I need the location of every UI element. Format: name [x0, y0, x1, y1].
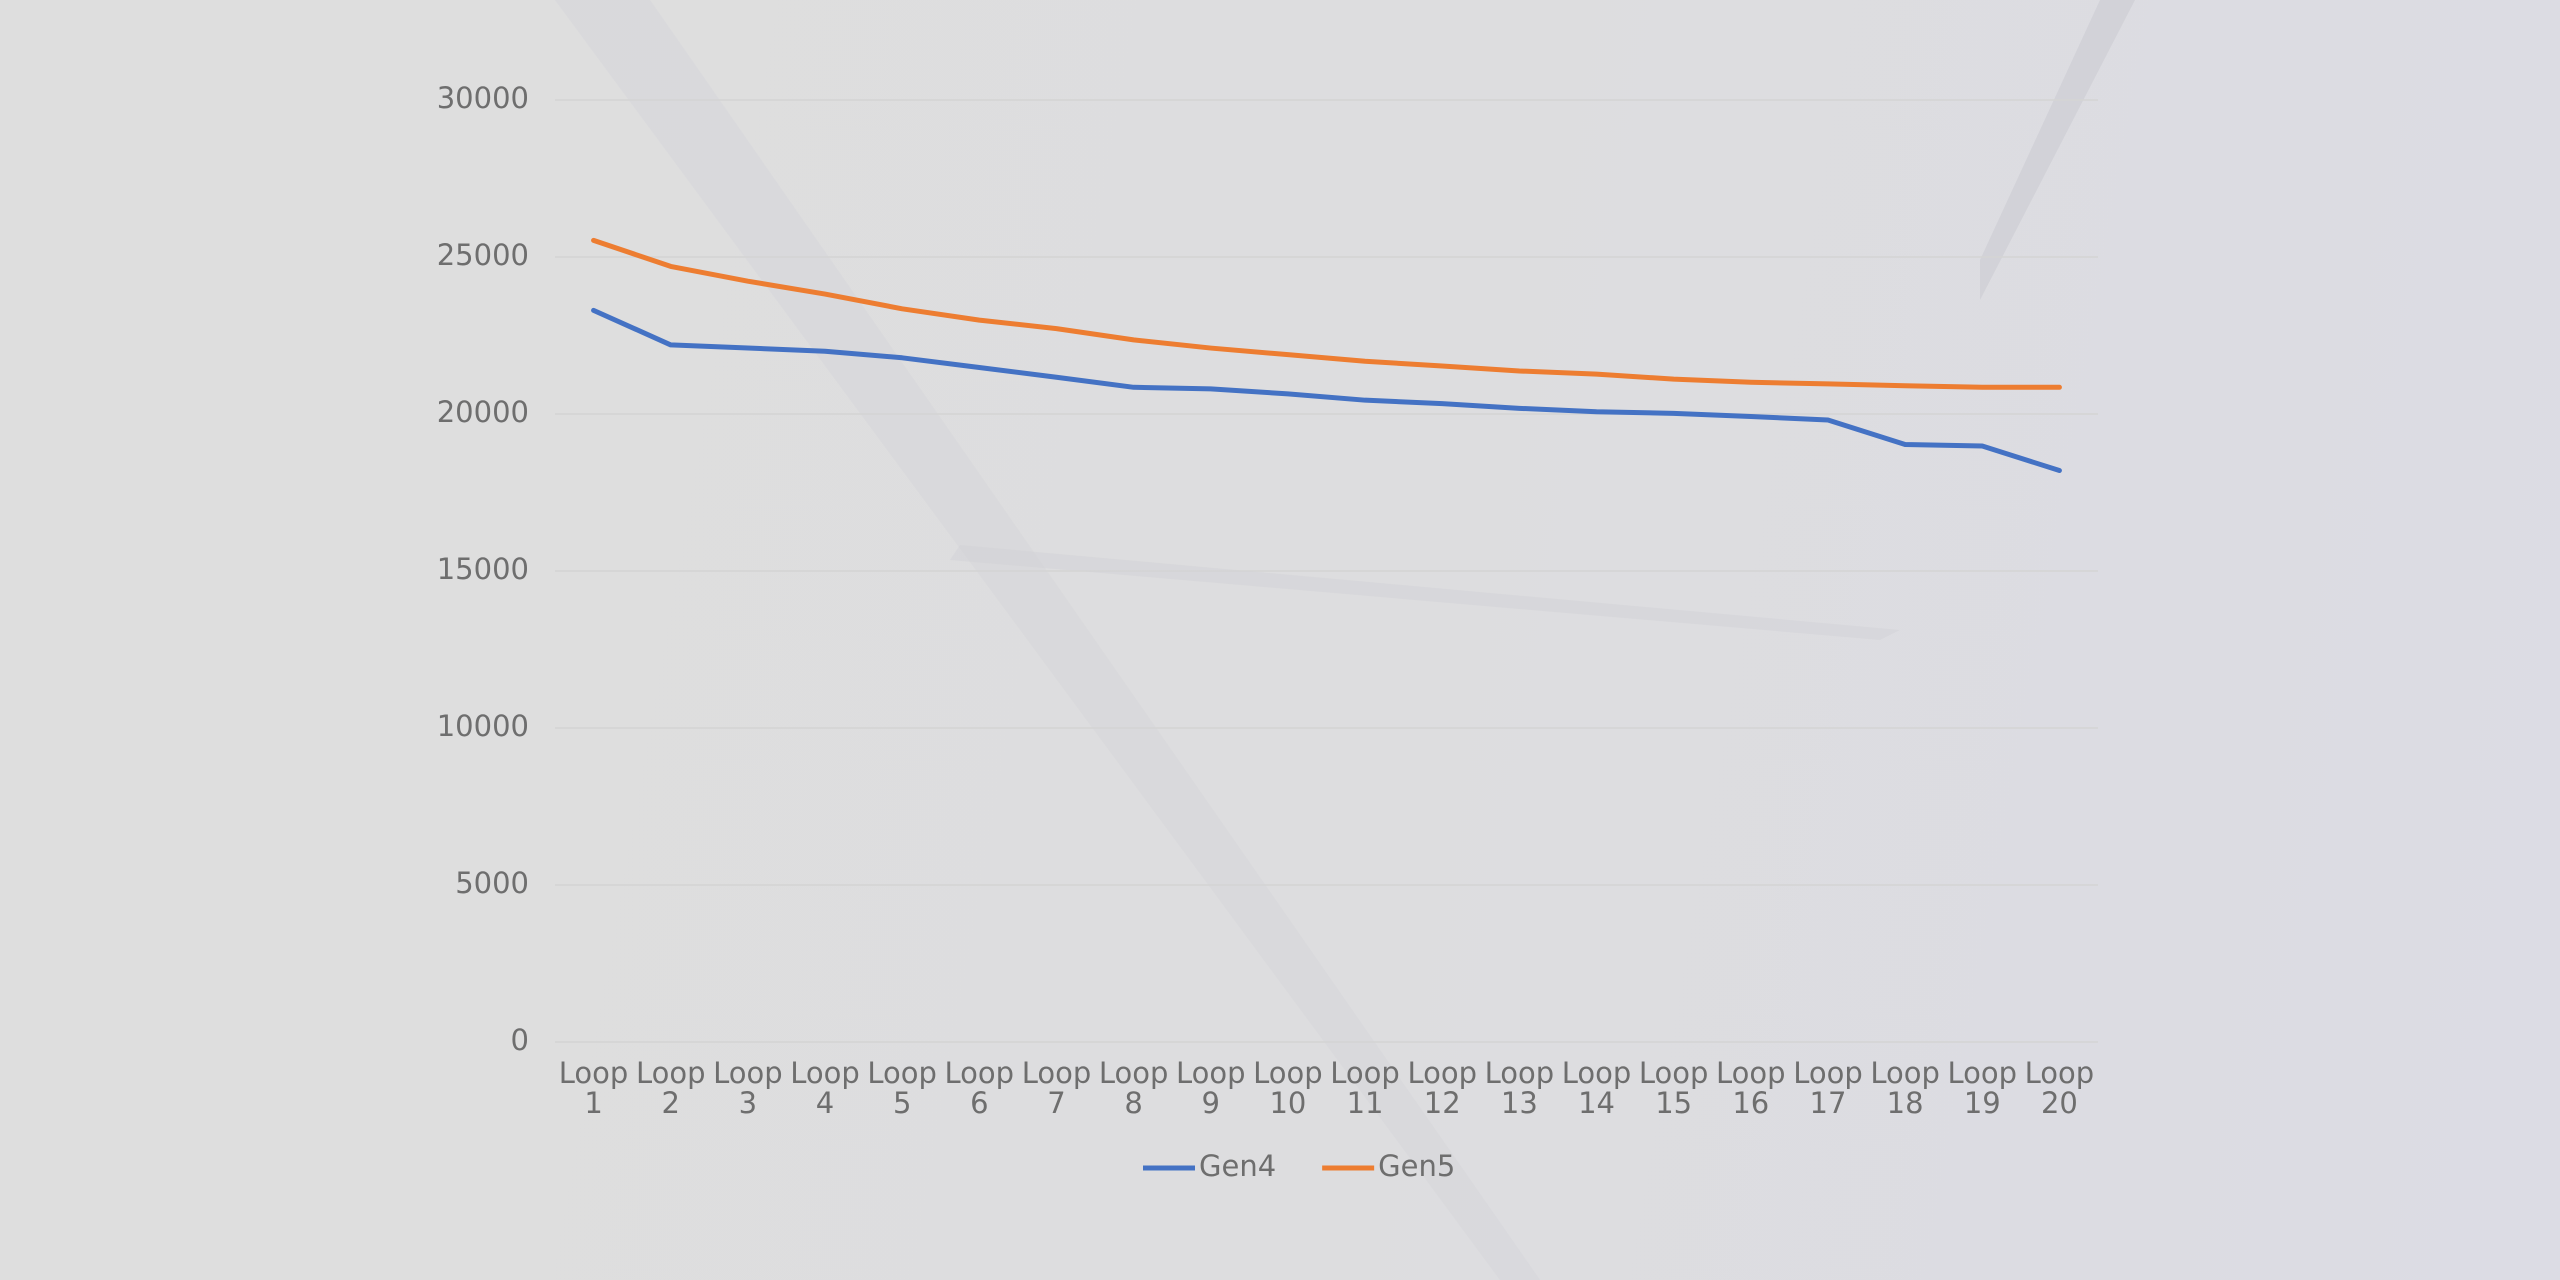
- x-tick-label: Loop 17: [1793, 1056, 1863, 1121]
- x-tick-label: Loop 16: [1716, 1056, 1786, 1121]
- y-tick-label: 15000: [437, 552, 529, 586]
- x-tick-label: Loop 7: [1021, 1056, 1092, 1121]
- x-tick-label: Loop 9: [1175, 1056, 1246, 1121]
- x-tick-label: Loop 3: [713, 1056, 783, 1121]
- background-streak: [950, 545, 1900, 640]
- y-tick-label: 5000: [455, 866, 529, 900]
- x-tick-label: Loop 8: [1098, 1056, 1169, 1121]
- x-tick-label: Loop 4: [790, 1056, 860, 1121]
- x-tick-label: Loop 18: [1870, 1056, 1940, 1121]
- y-tick-label: 25000: [437, 238, 529, 272]
- x-tick-label: Loop 12: [1407, 1056, 1477, 1121]
- y-tick-label: 10000: [437, 709, 529, 743]
- x-tick-label: Loop 15: [1638, 1056, 1709, 1121]
- x-tick-label: Loop 14: [1561, 1056, 1632, 1121]
- legend-label: Gen4: [1199, 1149, 1276, 1183]
- y-tick-label: 20000: [437, 395, 529, 429]
- background-streak: [1980, 0, 2135, 300]
- x-tick-label: Loop 13: [1484, 1056, 1555, 1121]
- y-tick-label: 30000: [437, 81, 529, 115]
- x-tick-label: Loop 6: [944, 1056, 1015, 1121]
- x-tick-label: Loop 11: [1330, 1056, 1400, 1121]
- line-series: [591, 237, 2062, 390]
- x-tick-label: Loop 5: [867, 1056, 937, 1121]
- line-series: [591, 307, 2062, 474]
- y-tick-label: 0: [511, 1023, 529, 1057]
- x-tick-label: Loop 19: [1947, 1056, 2018, 1121]
- legend-label: Gen5: [1378, 1149, 1455, 1183]
- x-tick-label: Loop 1: [558, 1056, 629, 1121]
- x-tick-label: Loop 20: [2024, 1056, 2095, 1121]
- x-tick-label: Loop 2: [635, 1056, 706, 1121]
- x-tick-label: Loop 10: [1253, 1056, 1323, 1121]
- background-streak: [555, 0, 1540, 1280]
